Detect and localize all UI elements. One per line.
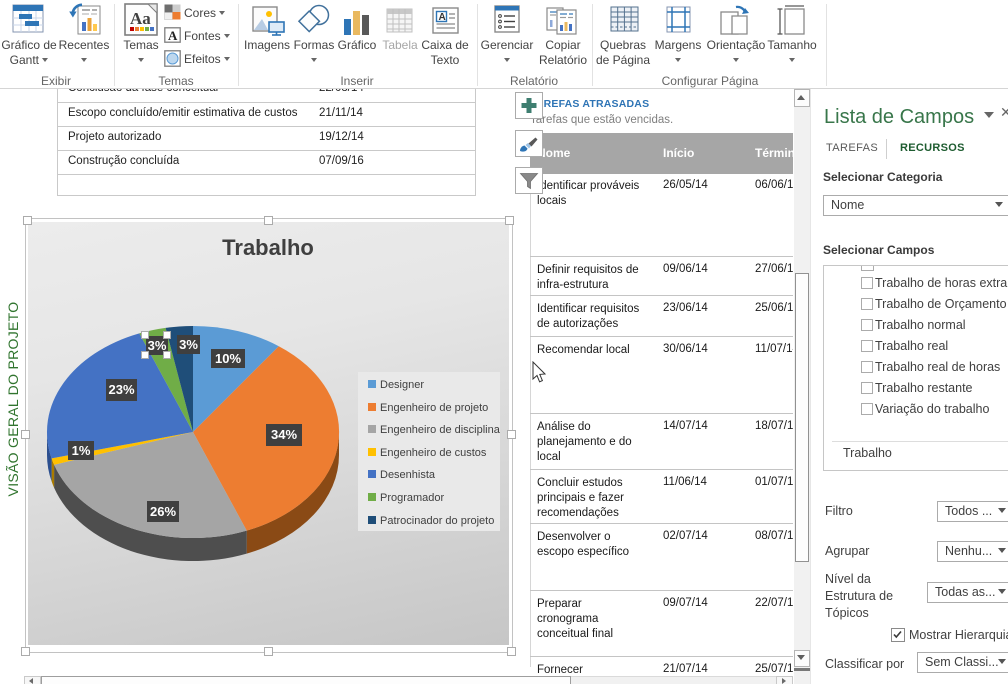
svg-text:A: A [439, 12, 446, 23]
svg-text:Aa: Aa [130, 9, 151, 28]
svg-text:A: A [168, 28, 178, 43]
